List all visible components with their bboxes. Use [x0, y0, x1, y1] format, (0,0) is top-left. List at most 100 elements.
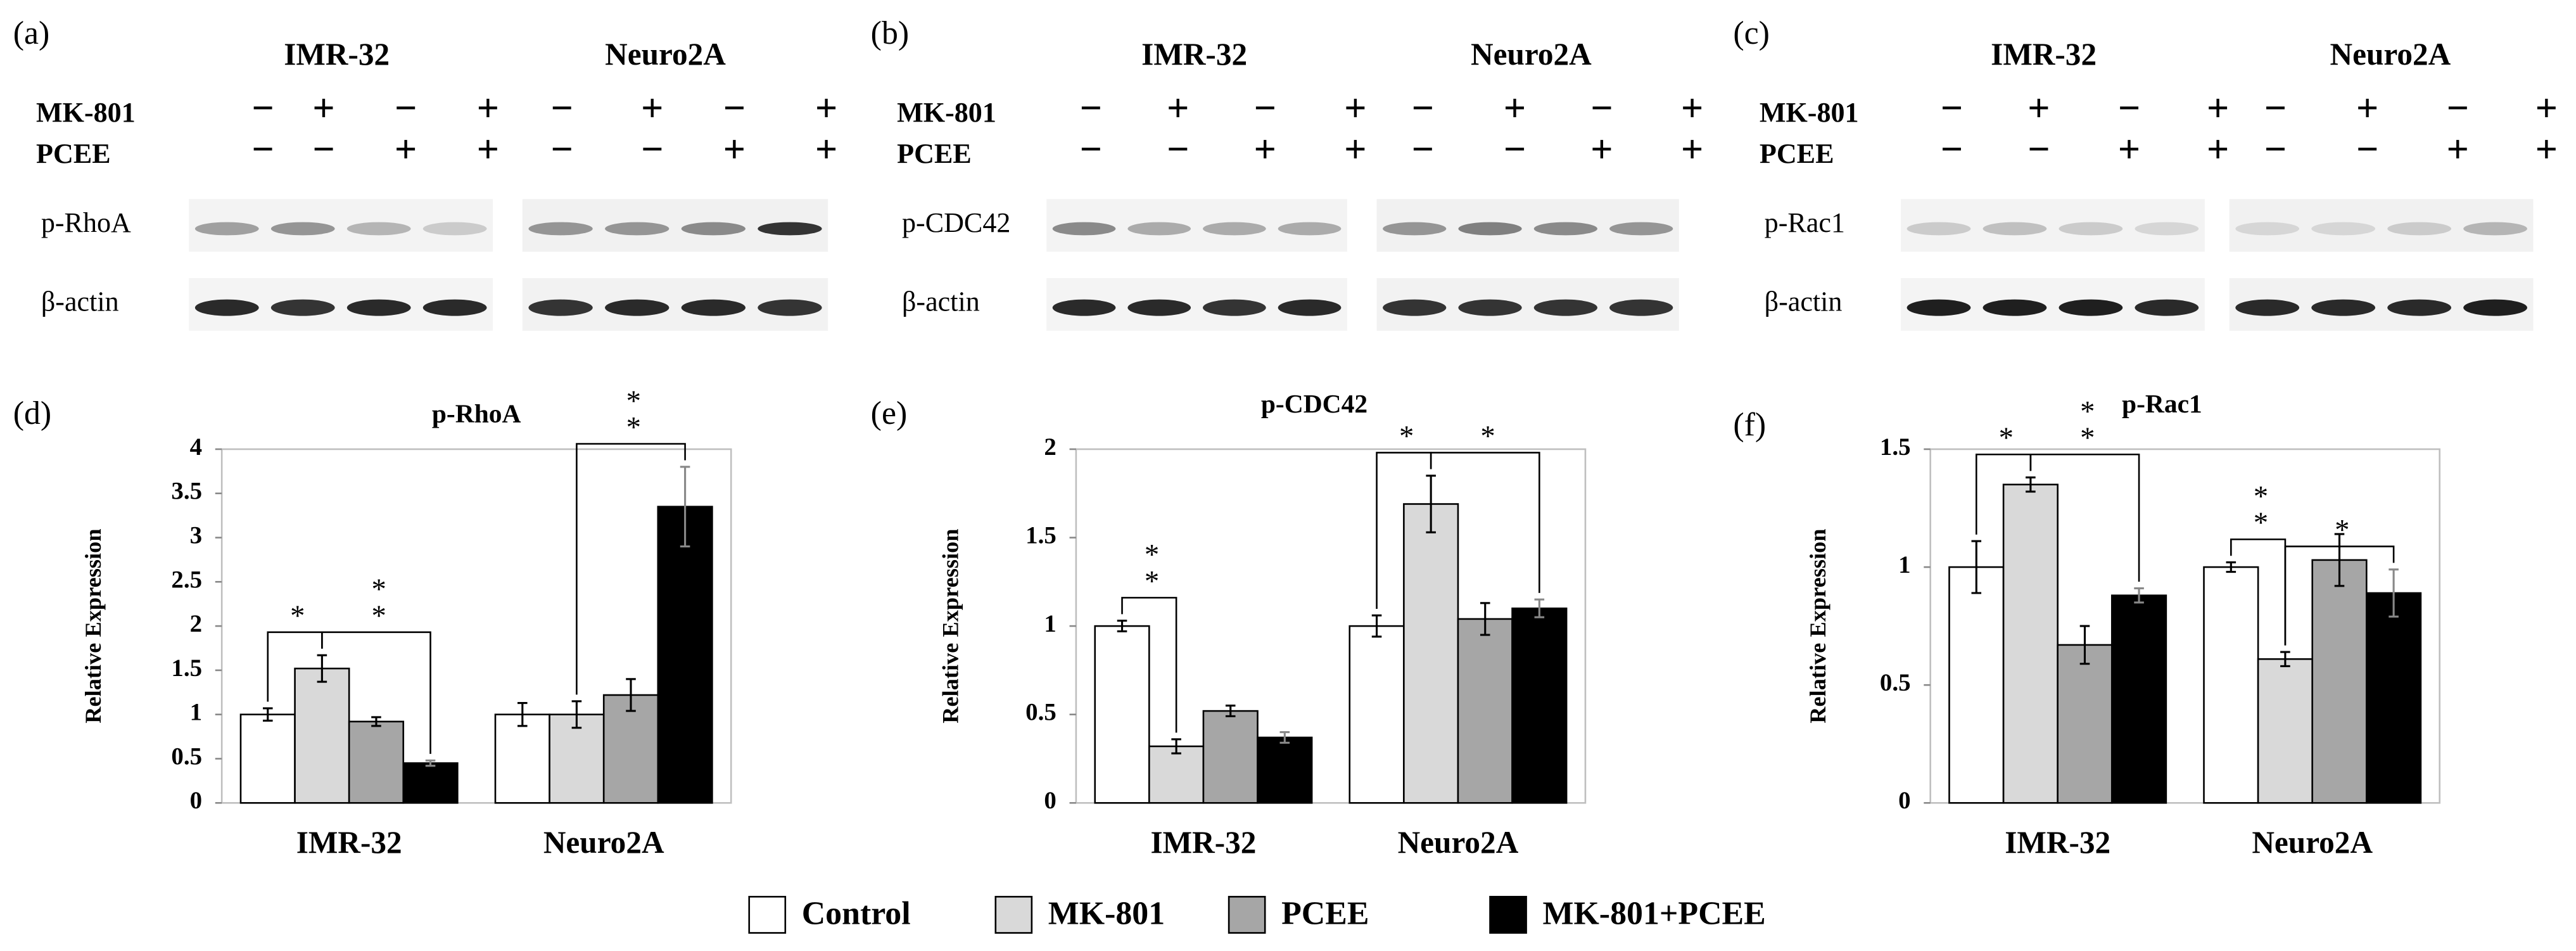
treatment-sign: +	[2118, 128, 2140, 171]
cell-line-header: IMR-32	[1141, 37, 1247, 72]
x-tick-label: IMR-32	[2005, 825, 2110, 860]
significance-label: *	[1390, 419, 1423, 446]
y-tick-label: 3.5	[171, 478, 202, 505]
treatment-sign: −	[2027, 128, 2050, 171]
blot-band	[1203, 222, 1266, 236]
significance-label: **	[362, 573, 395, 625]
blot-band	[2387, 299, 2452, 316]
bar	[2057, 644, 2113, 804]
error-bar	[2280, 651, 2290, 667]
treatment-sign: +	[1344, 87, 1366, 130]
error-bar	[2026, 476, 2036, 493]
blot-band	[1052, 222, 1116, 236]
blot-band	[1907, 299, 1971, 316]
treatment-sign: +	[641, 87, 663, 130]
blot-band	[1983, 299, 2047, 316]
treatment-sign: −	[2447, 87, 2469, 130]
treatment-sign: −	[1167, 128, 1189, 171]
chart-title: p-CDC42	[1261, 389, 1367, 418]
blot-band	[1052, 299, 1116, 316]
significance-bracket	[1121, 597, 1177, 733]
y-tick-label: 1.5	[1025, 521, 1056, 549]
treatment-sign: −	[1504, 128, 1526, 171]
blot-band	[2135, 222, 2199, 236]
bar	[549, 713, 605, 804]
blot-band	[1609, 222, 1673, 236]
cell-line-header: IMR-32	[1991, 37, 2097, 72]
blot-band	[1278, 299, 1342, 316]
legend-swatch	[1228, 896, 1266, 934]
error-bar	[1426, 475, 1436, 533]
bar	[1457, 618, 1513, 804]
significance-bracket	[1430, 452, 1540, 593]
x-tick-label: Neuro2A	[1398, 825, 1519, 860]
treatment-sign: −	[2118, 87, 2140, 130]
blot-band	[2311, 299, 2376, 316]
significance-label: *	[1989, 421, 2022, 448]
treatment-sign: −	[550, 128, 573, 171]
treatment-sign: −	[251, 128, 274, 171]
blot-band	[194, 222, 259, 236]
blot-band	[2059, 222, 2123, 236]
panel-label: (a)	[13, 15, 50, 51]
error-bar	[2079, 625, 2090, 665]
y-tick-label: 4	[190, 433, 202, 461]
treatment-sign: +	[2027, 87, 2050, 130]
y-tick-label: 1.5	[171, 654, 202, 682]
bar	[2257, 658, 2313, 804]
treatment-sign: −	[312, 128, 334, 171]
treatment-sign: +	[1590, 128, 1613, 171]
x-tick-label: IMR-32	[296, 825, 402, 860]
error-bar	[1480, 602, 1490, 636]
treatment-sign: +	[1253, 128, 1276, 171]
treatment-sign: +	[723, 128, 746, 171]
blot-band	[1609, 299, 1673, 316]
error-bar	[517, 701, 528, 727]
bar	[602, 694, 659, 804]
significance-bracket	[576, 443, 686, 695]
error-bar	[2226, 561, 2237, 573]
bar	[494, 713, 550, 804]
blot-band	[346, 299, 411, 316]
blot-band	[1383, 222, 1447, 236]
error-bar	[1117, 620, 1127, 633]
significance-label: **	[617, 385, 650, 437]
blot-band	[2235, 299, 2300, 316]
treatment-sign: −	[641, 128, 663, 171]
bar	[1948, 566, 2005, 804]
treatment-sign: −	[1941, 87, 1963, 130]
significance-label: *	[1471, 419, 1504, 446]
legend-label: MK-801	[1048, 895, 1165, 931]
error-bar	[2334, 533, 2345, 587]
treatment-label: PCEE	[1760, 138, 1834, 169]
blot-band	[758, 222, 822, 236]
blot-band	[1278, 222, 1342, 236]
treatment-label: MK-801	[36, 97, 136, 128]
treatment-sign: −	[2264, 128, 2287, 171]
treatment-sign: +	[1681, 87, 1703, 130]
blot-row-label: β-actin	[1765, 286, 1843, 317]
treatment-sign: −	[1411, 128, 1433, 171]
blot-band	[1458, 222, 1522, 236]
treatment-sign: −	[1080, 128, 1102, 171]
y-tick-label: 0.5	[1025, 699, 1056, 726]
treatment-sign: −	[1941, 128, 1963, 171]
blot-band	[2463, 299, 2527, 316]
treatment-sign: −	[251, 87, 274, 130]
legend-swatch	[994, 896, 1033, 934]
treatment-sign: −	[395, 87, 417, 130]
blot-band	[1203, 299, 1266, 316]
bar	[2110, 594, 2167, 804]
error-bar	[1171, 738, 1181, 755]
x-tick-label: IMR-32	[1150, 825, 1256, 860]
cell-line-header: Neuro2A	[605, 37, 726, 72]
legend-label: Control	[802, 895, 911, 931]
treatment-sign: +	[477, 87, 499, 130]
error-bar	[571, 700, 582, 729]
blot-row-label: β-actin	[41, 286, 119, 317]
treatment-sign: +	[2356, 87, 2378, 130]
significance-bracket	[2029, 453, 2140, 582]
bar	[239, 713, 296, 804]
y-tick-label: 1	[190, 699, 202, 726]
blot-band	[2311, 222, 2376, 236]
